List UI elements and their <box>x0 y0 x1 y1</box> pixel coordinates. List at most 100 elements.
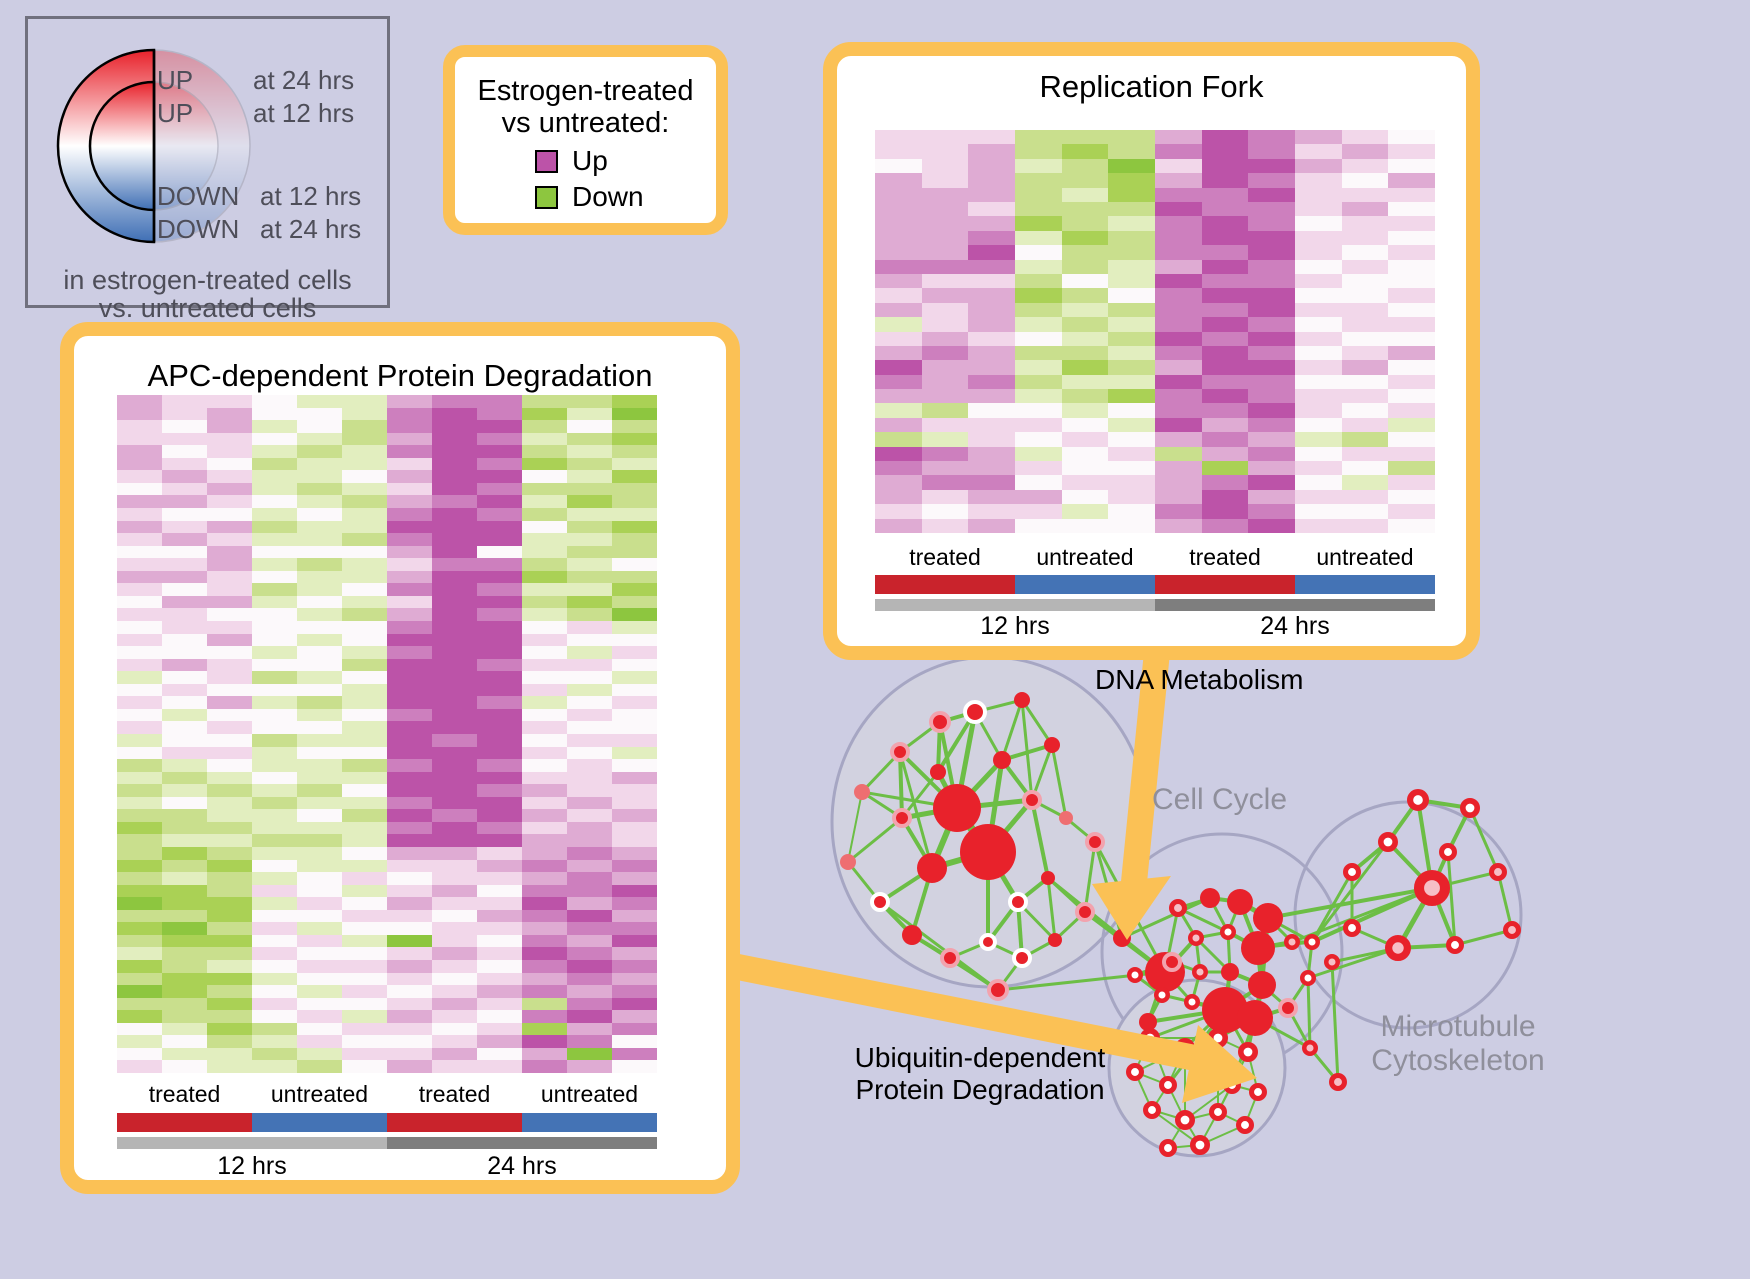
heatmap-cell <box>117 545 162 559</box>
heatmap-cell <box>1108 374 1155 390</box>
heatmap-cell <box>432 696 477 709</box>
legend-item-up: Up <box>535 145 608 177</box>
network-node <box>1175 1110 1196 1131</box>
heatmap-cell <box>1155 518 1202 533</box>
heatmap-cell <box>207 407 252 421</box>
heatmap-cell <box>297 507 342 521</box>
network-edge <box>1267 886 1433 920</box>
heatmap-cell <box>162 1022 207 1036</box>
heatmap-cell <box>1341 345 1389 361</box>
heatmap-cell <box>387 796 432 810</box>
heatmap-cell <box>387 771 432 785</box>
heatmap-cell <box>1015 158 1062 174</box>
heatmap-cell <box>1061 331 1109 346</box>
heatmap-cell <box>387 558 432 571</box>
heatmap-cell <box>342 922 387 935</box>
heatmap-cell <box>1201 302 1249 318</box>
heatmap-cell <box>162 821 207 835</box>
microtubule-line2: Cytoskeleton <box>1371 1044 1545 1077</box>
heatmap-cell <box>612 420 657 433</box>
heatmap-cell <box>297 884 342 898</box>
heatmap-cell <box>252 558 297 571</box>
heatmap-cell <box>387 759 432 772</box>
heatmap-cell <box>968 331 1015 346</box>
heatmap-cell <box>968 389 1015 404</box>
heatmap-cell <box>432 934 477 948</box>
heatmap-cell <box>342 909 387 923</box>
heatmap-cell <box>297 671 342 684</box>
heatmap-cell <box>207 683 252 697</box>
heatmap-cell <box>117 683 162 697</box>
heatmap-cell <box>432 533 477 546</box>
heatmap-cell <box>117 583 162 596</box>
heatmap-cell <box>567 432 612 446</box>
heatmap-cell <box>477 696 522 709</box>
network-node <box>902 925 922 945</box>
heatmap-cell <box>522 859 567 873</box>
heatmap-cell <box>1201 403 1249 418</box>
heatmap-cell <box>567 608 612 621</box>
heatmap-cell <box>612 1010 657 1023</box>
heatmap-cell <box>387 1035 432 1048</box>
down-12-label: DOWN <box>157 181 240 211</box>
heatmap-cell <box>1201 273 1249 289</box>
heatmap-cell <box>1341 187 1389 202</box>
heatmap-cell <box>1015 504 1062 519</box>
heatmap-cell <box>252 1022 297 1036</box>
heatmap-cell <box>117 834 162 847</box>
heatmap-cell <box>477 658 522 672</box>
heatmap-cell <box>1388 475 1435 490</box>
heatmap-cell <box>432 545 477 559</box>
heatmap-cell <box>252 959 297 973</box>
heatmap-cell <box>875 302 922 318</box>
heatmap-cell <box>567 1035 612 1048</box>
network-node <box>1200 888 1220 908</box>
network-node <box>1219 923 1236 940</box>
heatmap-cell <box>1388 461 1435 476</box>
heatmap-cell <box>1341 144 1389 159</box>
heatmap-cell <box>342 934 387 948</box>
heatmap-cell <box>387 872 432 885</box>
heatmap-cell <box>1061 201 1109 217</box>
heatmap-cell <box>297 683 342 697</box>
heatmap-cell <box>162 507 207 521</box>
heatmap-cell <box>1108 432 1155 447</box>
heatmap-cell <box>252 696 297 709</box>
heatmap-cell <box>1155 360 1202 375</box>
heatmap-cell <box>612 432 657 446</box>
down-color-swatch <box>535 185 558 209</box>
heatmap-cell <box>1295 518 1342 533</box>
heatmap-cell <box>207 972 252 986</box>
heatmap-cell <box>1341 302 1389 318</box>
heatmap-cell <box>1201 518 1249 533</box>
network-node <box>1237 1000 1273 1036</box>
heatmap-cell <box>207 771 252 785</box>
network-node <box>1059 811 1073 825</box>
heatmap-cell <box>342 784 387 797</box>
heatmap-cell <box>342 809 387 822</box>
heatmap-cell <box>297 1047 342 1061</box>
heatmap-cell <box>612 959 657 973</box>
heatmap-cell <box>252 897 297 910</box>
heatmap-cell <box>522 909 567 923</box>
network-node <box>1014 692 1030 708</box>
heatmap-cell <box>522 696 567 709</box>
heatmap-cell <box>432 947 477 960</box>
heatmap-cell <box>1015 144 1062 159</box>
heatmap-cell <box>1248 504 1295 519</box>
heatmap-cell <box>1201 345 1249 361</box>
heatmap-cell <box>297 420 342 433</box>
heatmap-cell <box>432 457 477 471</box>
network-node <box>1075 902 1095 922</box>
cluster-label-ubiquitin: Ubiquitin-dependent Protein Degradation <box>848 1042 1112 1106</box>
heatmap-cell <box>297 985 342 998</box>
heatmap-cell <box>968 504 1015 519</box>
heatmap-cell <box>387 595 432 609</box>
heatmap-cell <box>1061 288 1109 303</box>
heatmap-cell <box>1248 230 1295 246</box>
heatmap-cell <box>1388 374 1435 390</box>
heatmap-cell <box>477 558 522 571</box>
heatmap-cell <box>387 470 432 483</box>
rf-group-labels: treated untreated treated untreated <box>875 544 1435 571</box>
heatmap-cell <box>1108 130 1155 145</box>
